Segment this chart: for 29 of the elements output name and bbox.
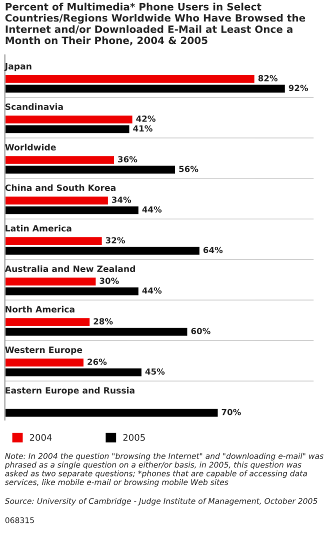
data-label: 56% [179,166,198,172]
data-label: 60% [191,328,210,334]
y-tick-label: North America [6,306,74,313]
legend-label: 2004 [30,434,52,441]
y-tick-label: China and South Korea [5,184,116,191]
data-label: 42% [136,116,156,122]
data-label: 30% [100,278,119,284]
chart-title: Percent of Multimedia* Phone Users in Select Countries/Regions Worldwide Who Have Browsed the Internet and/or Downloaded E-Mail at Least Once a Month on Their Phone, 2004 & 2005 [5,2,306,46]
data-label: 36% [118,156,138,162]
data-label: 28% [94,318,113,324]
y-tick-label: Eastern Europe and Russia [6,386,134,396]
data-label: 26% [88,358,107,365]
y-tick-label: Western Europe [5,346,82,355]
data-label: 41% [133,125,152,132]
legend-label: 2005 [123,434,145,441]
data-label: 70% [222,408,241,416]
y-tick-label: Scandinavia [5,103,63,110]
y-tick-label: Latin America [6,224,72,232]
data-label: 32% [106,237,125,244]
data-label: 64% [203,246,223,254]
y-tick-label: Australia and New Zealand [4,265,136,272]
data-label: 34% [112,196,132,203]
y-tick-label: Japan [4,63,32,72]
y-tick-label: Worldwide [5,144,56,150]
data-label: 92% [288,84,308,92]
data-label: 44% [142,206,162,213]
data-label: 45% [145,368,165,375]
data-label: 82% [258,75,278,82]
data-label: 44% [142,287,162,294]
